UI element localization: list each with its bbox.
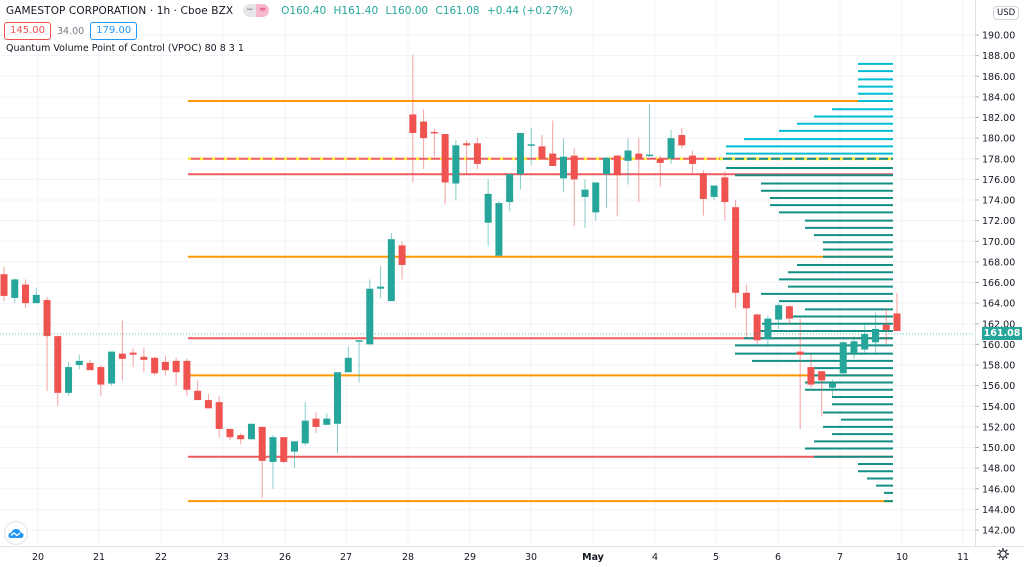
data-window-icon[interactable]: ≈ — [256, 4, 270, 17]
price-tick-label: 158.00 — [982, 361, 1015, 372]
sell-price-box[interactable]: 145.00 — [4, 22, 51, 40]
legend-buttons: − ≈ — [243, 4, 270, 17]
time-tick-label: 26 — [279, 552, 291, 563]
close-label: C — [435, 4, 443, 17]
price-tick-label: 188.00 — [982, 51, 1015, 62]
price-tick-label: 170.00 — [982, 237, 1015, 248]
time-tick-label: 6 — [775, 552, 781, 563]
price-axis[interactable]: 190.00 188.00 186.00 184.00 182.00 180.00 178.… — [975, 31, 1015, 537]
price-tick-label: 154.00 — [982, 402, 1015, 413]
time-tick-label: May — [582, 552, 605, 563]
price-tick-label: 152.00 — [982, 422, 1015, 433]
time-tick-label: 29 — [464, 552, 476, 563]
price-tick-label: 142.00 — [982, 526, 1015, 537]
price-tick-label: 146.00 — [982, 484, 1015, 495]
time-tick-label: 10 — [896, 552, 908, 563]
time-tick-label: 20 — [32, 552, 44, 563]
price-tick-label: 172.00 — [982, 216, 1015, 227]
price-tick-label: 182.00 — [982, 113, 1015, 124]
price-tick-label: 148.00 — [982, 464, 1015, 475]
time-axis[interactable]: 20 21 22 23 26 27 28 29 30 May 4 5 6 7 10 11 — [32, 552, 969, 563]
price-tick-label: 162.00 — [982, 319, 1015, 330]
time-tick-label: 22 — [155, 552, 167, 563]
spread-value: 34.00 — [57, 25, 85, 37]
time-tick-label: 4 — [652, 552, 658, 563]
time-tick-label: 23 — [217, 552, 229, 563]
last-price-badge: 161.08 — [982, 327, 1022, 340]
tradingview-logo-button[interactable] — [4, 521, 28, 545]
volume-profile — [720, 62, 893, 503]
price-tick-label: 150.00 — [982, 443, 1015, 454]
buy-price-box[interactable]: 179.00 — [90, 22, 138, 40]
low-value: 160.00 — [391, 4, 429, 17]
time-tick-label: 30 — [525, 552, 537, 563]
price-tick-label: 186.00 — [982, 72, 1015, 83]
collapse-icon[interactable]: − — [243, 4, 257, 17]
price-tick-label: 180.00 — [982, 134, 1015, 145]
price-tick-label: 166.00 — [982, 278, 1015, 289]
high-label: H — [333, 4, 342, 17]
price-tick-label: 160.00 — [982, 340, 1015, 351]
price-tick-label: 174.00 — [982, 196, 1015, 207]
time-tick-label: 28 — [402, 552, 414, 563]
ohlc-values: O160.40 H161.40 L160.00 C161.08 +0.44 (+… — [281, 5, 573, 17]
cloud-logo-icon — [8, 529, 24, 538]
currency-badge[interactable]: USD — [993, 6, 1020, 20]
price-tick-label: 168.00 — [982, 257, 1015, 268]
candles — [0, 54, 901, 499]
time-tick-label: 21 — [93, 552, 105, 563]
time-tick-label: 27 — [340, 552, 352, 563]
indicator-label[interactable]: Quantum Volume Point of Control (VPOC) 8… — [6, 43, 244, 54]
price-tick-label: 164.00 — [982, 299, 1015, 310]
time-tick-label: 5 — [713, 552, 719, 563]
high-value: 161.40 — [341, 4, 379, 17]
open-value: 160.40 — [289, 4, 327, 17]
price-tick-label: 178.00 — [982, 154, 1015, 165]
time-tick-label: 7 — [837, 552, 843, 563]
close-value: 161.08 — [442, 4, 480, 17]
settings-gear-icon[interactable] — [996, 547, 1010, 561]
price-tick-label: 184.00 — [982, 92, 1015, 103]
trade-boxes: 145.00 34.00 179.00 — [4, 22, 138, 40]
symbol-title[interactable]: GAMESTOP CORPORATION · 1h · Cboe BZX — [6, 4, 234, 17]
price-tick-label: 144.00 — [982, 505, 1015, 516]
price-tick-label: 190.00 — [982, 31, 1015, 42]
price-tick-label: 176.00 — [982, 175, 1015, 186]
time-tick-label: 11 — [957, 552, 969, 563]
price-tick-label: 156.00 — [982, 381, 1015, 392]
change-value: +0.44 (+0.27%) — [486, 4, 573, 17]
low-label: L — [385, 4, 392, 17]
open-label: O — [281, 4, 290, 17]
chart-legend: GAMESTOP CORPORATION · 1h · Cboe BZX − ≈… — [6, 4, 573, 17]
